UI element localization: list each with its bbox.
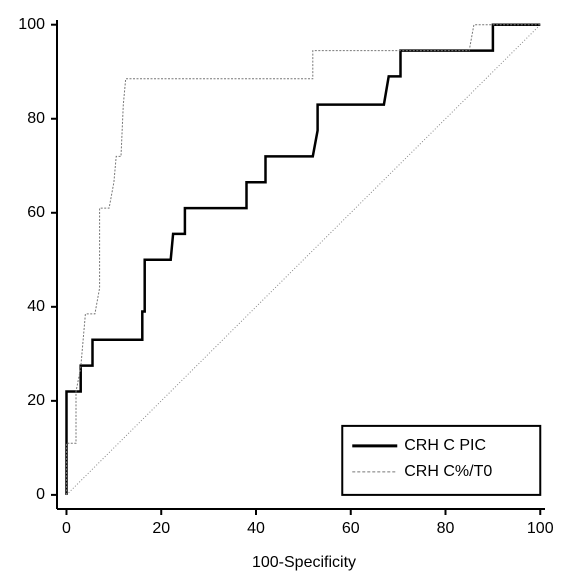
legend-label: CRH C%/T0 xyxy=(404,463,492,480)
y-tick-label: 60 xyxy=(27,204,45,221)
reference-line xyxy=(66,24,541,496)
x-tick-label: 40 xyxy=(247,520,265,537)
y-tick-label: 80 xyxy=(27,110,45,127)
x-axis-label: 100-Specificity xyxy=(252,554,356,571)
y-tick-label: 40 xyxy=(27,298,45,315)
y-tick-label: 20 xyxy=(27,392,45,409)
x-tick-label: 60 xyxy=(342,520,360,537)
y-tick-label: 100 xyxy=(18,16,45,33)
x-tick-label: 100 xyxy=(527,520,554,537)
legend-label: CRH C PIC xyxy=(404,437,486,454)
roc-curve xyxy=(66,24,541,495)
x-tick-label: 20 xyxy=(152,520,170,537)
x-tick-label: 80 xyxy=(437,520,455,537)
legend-box xyxy=(341,424,542,496)
roc-curve xyxy=(65,23,541,495)
y-tick-label: 0 xyxy=(36,486,45,503)
x-tick-label: 0 xyxy=(62,520,71,537)
